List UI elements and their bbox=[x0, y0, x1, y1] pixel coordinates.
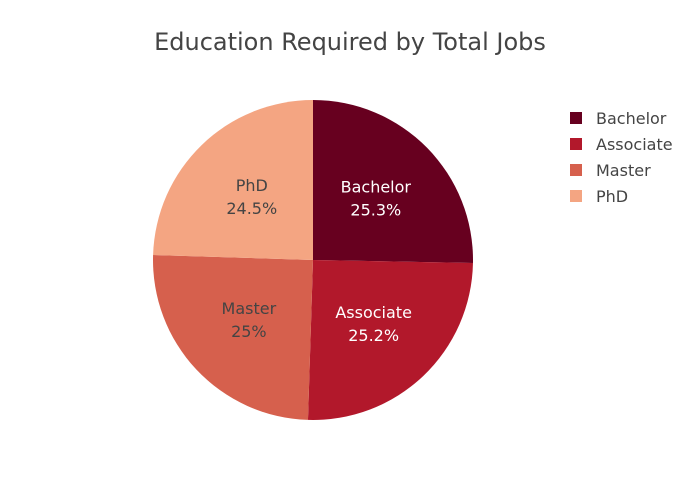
slice-percent-text: 25.3% bbox=[350, 200, 401, 219]
pie-slice-labels: Bachelor 25.3% Associate 25.2% Master 25% PhD 2… bbox=[222, 176, 412, 345]
pie-slice-phd[interactable] bbox=[153, 100, 313, 260]
slice-label-master: Master 25% bbox=[222, 299, 277, 341]
legend-swatch-associate bbox=[570, 138, 582, 150]
slice-percent-text: 25% bbox=[231, 322, 267, 341]
pie-slice-associate[interactable] bbox=[307, 260, 473, 421]
slice-category-text: PhD bbox=[236, 176, 268, 195]
legend-label-phd: PhD bbox=[596, 187, 628, 206]
legend-swatch-bachelor bbox=[570, 112, 582, 124]
legend-swatch-master bbox=[570, 164, 582, 176]
legend-label-bachelor: Bachelor bbox=[596, 109, 667, 128]
chart-title: Education Required by Total Jobs bbox=[154, 28, 546, 56]
legend-swatch-phd bbox=[570, 190, 582, 202]
slice-label-bachelor: Bachelor 25.3% bbox=[341, 177, 412, 219]
legend-item-phd[interactable]: PhD bbox=[570, 187, 628, 206]
slice-category-text: Master bbox=[222, 299, 277, 318]
slice-label-associate: Associate 25.2% bbox=[335, 303, 412, 345]
legend: Bachelor Associate Master PhD bbox=[570, 109, 673, 206]
legend-item-bachelor[interactable]: Bachelor bbox=[570, 109, 667, 128]
legend-item-master[interactable]: Master bbox=[570, 161, 651, 180]
pie-slices bbox=[153, 100, 473, 421]
pie-slice-master[interactable] bbox=[153, 254, 313, 420]
legend-label-associate: Associate bbox=[596, 135, 673, 154]
slice-label-phd: PhD 24.5% bbox=[226, 176, 277, 218]
slice-percent-text: 25.2% bbox=[348, 326, 399, 345]
slice-category-text: Bachelor bbox=[341, 177, 412, 196]
legend-label-master: Master bbox=[596, 161, 651, 180]
slice-percent-text: 24.5% bbox=[226, 199, 277, 218]
slice-category-text: Associate bbox=[335, 303, 412, 322]
pie-slice-bachelor[interactable] bbox=[313, 100, 473, 264]
legend-item-associate[interactable]: Associate bbox=[570, 135, 673, 154]
